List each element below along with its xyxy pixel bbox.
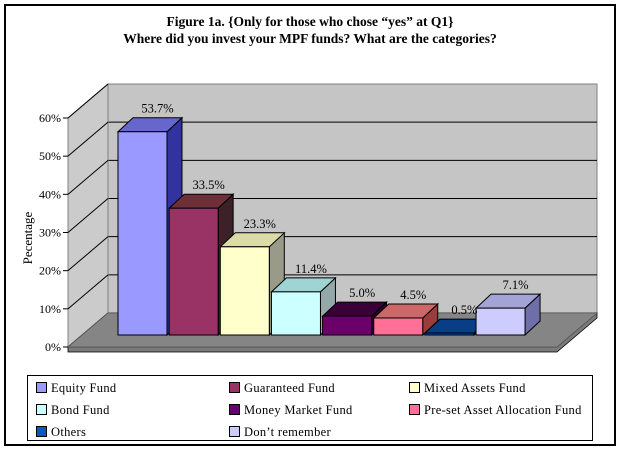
bar-value-label-mixed-assets-fund: 23.3% <box>244 217 276 231</box>
legend-label-mixed-assets-fund: Mixed Assets Fund <box>424 381 526 395</box>
legend-item-mixed-assets-fund: Mixed Assets Fund <box>409 381 526 395</box>
chart-title: Figure 1a. {Only for those who chose “ye… <box>0 13 620 47</box>
bar-pre-set-asset-allocation-fund-front <box>373 317 424 336</box>
legend-marker-money-market-fund <box>229 404 240 415</box>
legend-item-money-market-fund: Money Market Fund <box>229 403 353 417</box>
chart-title-line-2: Where did you invest your MPF funds? Wha… <box>123 31 497 46</box>
y-tick-label-30: 30% <box>39 226 61 240</box>
legend-label-equity-fund: Equity Fund <box>51 381 117 395</box>
legend-marker-don-t-remember <box>229 426 240 437</box>
bar-don-t-remember-front <box>475 307 526 336</box>
side-wall-gridline-20 <box>67 236 109 272</box>
bar-equity-fund-front <box>117 131 168 336</box>
legend-marker-bond-fund <box>36 404 47 415</box>
legend-marker-guaranteed-fund <box>229 382 240 393</box>
legend: Equity Fund Bond Fund Others Guaranteed Fun… <box>27 375 593 441</box>
bar-value-label-others: 0.5% <box>451 303 477 317</box>
legend-label-don-t-remember: Don’t remember <box>244 425 331 439</box>
legend-item-don-t-remember: Don’t remember <box>229 425 331 439</box>
legend-item-equity-fund: Equity Fund <box>36 381 116 395</box>
side-wall-gridline-30 <box>67 198 109 233</box>
side-wall-gridline-10 <box>67 274 109 310</box>
side-wall-gridline-40 <box>67 159 109 195</box>
bar-others-front <box>424 332 475 336</box>
bar-guaranteed-fund-front <box>168 207 219 336</box>
bar-value-label-equity-fund: 53.7% <box>141 102 173 116</box>
legend-item-pre-set-asset-allocation-fund: Pre-set Asset Allocation Fund <box>409 403 582 417</box>
legend-marker-pre-set-asset-allocation-fund <box>409 404 420 415</box>
side-wall-gridline-60 <box>67 83 109 119</box>
bar-value-label-bond-fund: 11.4% <box>295 262 327 276</box>
legend-marker-equity-fund <box>36 382 47 393</box>
bar-mixed-assets-fund-front <box>219 246 270 336</box>
bar-value-label-pre-set-asset-allocation-fund: 4.5% <box>400 288 426 302</box>
legend-marker-others <box>36 426 47 437</box>
bar-value-label-money-market-fund: 5.0% <box>349 286 375 300</box>
y-tick-label-60: 60% <box>39 111 61 125</box>
legend-marker-mixed-assets-fund <box>409 382 420 393</box>
y-tick-label-20: 20% <box>39 264 61 278</box>
legend-label-bond-fund: Bond Fund <box>51 403 110 417</box>
bar-money-market-fund-front <box>322 315 373 336</box>
legend-label-pre-set-asset-allocation-fund: Pre-set Asset Allocation Fund <box>424 403 582 417</box>
legend-item-bond-fund: Bond Fund <box>36 403 110 417</box>
legend-item-others: Others <box>36 425 86 439</box>
y-tick-label-10: 10% <box>39 302 61 316</box>
legend-label-money-market-fund: Money Market Fund <box>244 403 353 417</box>
y-tick-label-40: 40% <box>39 187 61 201</box>
legend-item-guaranteed-fund: Guaranteed Fund <box>229 381 335 395</box>
chart-title-line-1: Figure 1a. {Only for those who chose “ye… <box>166 14 454 29</box>
y-tick-label-0: 0% <box>45 340 61 354</box>
bar-value-label-guaranteed-fund: 33.5% <box>193 178 225 192</box>
legend-label-others: Others <box>51 425 87 439</box>
side-wall-gridline-50 <box>67 121 109 157</box>
bar-bond-fund-front <box>270 291 321 336</box>
legend-label-guaranteed-fund: Guaranteed Fund <box>244 381 335 395</box>
bar-value-label-don-t-remember: 7.1% <box>503 278 529 292</box>
y-tick-label-50: 50% <box>39 149 61 163</box>
